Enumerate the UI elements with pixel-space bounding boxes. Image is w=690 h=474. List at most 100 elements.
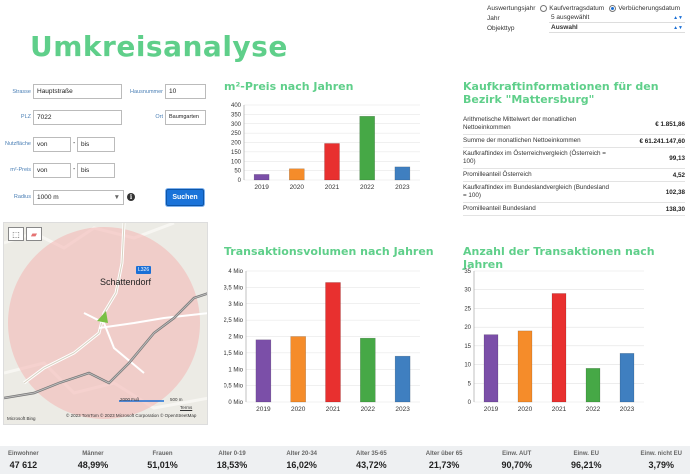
volume-bar-chart: 0 Mio 0,5 Mio 1 Mio 1,5 Mio 2 Mio 2,5 Mio 3 Mi… [224, 269, 420, 413]
bar-2022[interactable] [585, 368, 601, 403]
stat-label: Einw. EU [573, 450, 599, 457]
price-label: m²-Preis [10, 167, 31, 173]
stat-label: Einw. nicht EU [640, 450, 682, 457]
stat-value: 21,73% [428, 459, 460, 470]
zip-input[interactable]: 7022 [33, 110, 122, 125]
area-dash: - [73, 140, 76, 147]
bar-2021[interactable] [551, 293, 567, 403]
price-from-input[interactable]: von [33, 163, 71, 178]
bar-2020[interactable] [289, 168, 305, 181]
object-label: Objekttyp [487, 24, 515, 32]
price-to-input[interactable]: bis [77, 163, 115, 178]
kaufkraft-value: 4,52 [672, 171, 685, 179]
bar-2021[interactable] [324, 143, 340, 181]
stat-value: 47 612 [9, 459, 38, 470]
kaufkraft-label: Promilleanteil Österreich [463, 171, 532, 178]
y-tick-label: 20 [464, 325, 471, 331]
map-logo: Microsoft Bing [7, 416, 36, 421]
map-place-name: Schattendorf [100, 277, 152, 287]
y-tick-label: 15 [464, 344, 471, 350]
top-controls: Auswertungsjahr Kaufvertragsdatum Verbüc… [487, 3, 685, 33]
x-tick-label: 2019 [256, 406, 271, 413]
bar-2020[interactable] [517, 330, 533, 403]
stat-value: 96,21% [570, 459, 602, 470]
count-bar-chart: 0 5 10 15 20 25 30 35 2019 2020 2021 2022 2023 [464, 269, 644, 413]
y-tick-label: 1,5 Mio [224, 351, 244, 357]
x-tick-label: 2020 [518, 406, 533, 413]
x-tick-label: 2020 [291, 406, 306, 413]
radio-circle-icon [540, 4, 548, 12]
city-input[interactable]: Baumgarten [165, 110, 206, 125]
y-tick-label: 0 [238, 178, 242, 184]
stat-item: Alter 0-19 18,53% [217, 446, 248, 474]
stat-label: Einw. AUT [502, 450, 532, 457]
y-tick-label: 200 [231, 141, 242, 147]
year-row: Jahr 5 ausgewählt ▲▼ [487, 13, 685, 23]
bar-2020[interactable] [290, 336, 306, 403]
stat-item: Einwohner 47 612 [8, 446, 39, 474]
search-button[interactable]: Suchen [166, 189, 204, 206]
volume-chart-title: Transaktionsvolumen nach Jahren [224, 245, 434, 258]
housenumber-label: Hausnummer [129, 89, 163, 95]
area-to-input[interactable]: bis [77, 137, 115, 152]
y-tick-label: 250 [231, 131, 242, 137]
y-tick-label: 0 [468, 400, 472, 406]
y-tick-label: 0 Mio [228, 400, 243, 406]
map-canvas [4, 223, 207, 424]
year-select[interactable]: 5 ausgewählt ▲▼ [549, 14, 685, 23]
x-tick-label: 2021 [325, 184, 340, 191]
bar-2023[interactable] [394, 166, 411, 181]
kaufkraft-label: Kaufkraftindex im Bundeslandvergleich (B… [463, 184, 609, 199]
bar-2023[interactable] [394, 355, 411, 403]
y-tick-label: 1 Mio [228, 367, 243, 373]
kaufkraft-value: 138,30 [665, 205, 685, 213]
y-tick-label: 400 [231, 103, 242, 109]
stat-value: 51,01% [147, 459, 178, 470]
bar-2019[interactable] [483, 334, 499, 403]
kaufkraft-row: Summe der monatlichen Nettoeinkommen € 61… [463, 135, 685, 148]
map-terms-link[interactable]: Terms [180, 405, 193, 410]
housenumber-input[interactable]: 10 [165, 84, 206, 99]
stat-label: Alter 35-65 [356, 450, 387, 457]
y-tick-label: 10 [464, 363, 471, 369]
year-basis-label: Auswertungsjahr [487, 4, 536, 12]
stats-bar: Einwohner 47 612 Männer 48,99% Frauen 51,01% A… [0, 446, 690, 474]
chevron-down-icon: ▼ [113, 194, 120, 201]
bar-2022[interactable] [359, 116, 375, 181]
map-scale-ft: 2000 Fuß [120, 397, 140, 402]
kaufkraft-row: Promilleanteil Bundesland 138,30 [463, 203, 685, 216]
y-tick-label: 2,5 Mio [224, 318, 244, 324]
select-area-icon[interactable]: ⬚ [8, 227, 24, 241]
stat-label: Einwohner [8, 450, 39, 457]
x-tick-label: 2020 [290, 184, 305, 191]
kaufkraft-row: Promilleanteil Österreich 4,52 [463, 169, 685, 182]
bar-2021[interactable] [325, 282, 341, 403]
street-input[interactable]: Hauptstraße [33, 84, 122, 99]
radio-contract-date[interactable]: Kaufvertragsdatum [540, 4, 604, 12]
stat-label: Alter 0-19 [218, 450, 246, 457]
y-tick-label: 30 [464, 288, 471, 294]
stat-label: Alter über 65 [425, 450, 463, 457]
area-from-input[interactable]: von [33, 137, 71, 152]
x-tick-label: 2022 [586, 406, 601, 413]
y-tick-label: 35 [464, 269, 471, 275]
info-icon[interactable]: i [127, 193, 135, 201]
bar-2019[interactable] [253, 174, 270, 181]
stat-value: 3,79% [648, 459, 675, 470]
x-tick-label: 2023 [395, 406, 410, 413]
object-select[interactable]: Auswahl ▲▼ [549, 24, 685, 33]
map-view[interactable]: ⬚ ▰ L326 Schattendorf 2000 Fuß 500 m Ter… [3, 222, 208, 425]
price-chart-title: m²-Preis nach Jahren [224, 80, 354, 93]
y-tick-label: 150 [231, 150, 242, 156]
radio-registration-date[interactable]: Verbücherungsdatum [609, 4, 680, 12]
bar-2023[interactable] [619, 353, 635, 403]
kaufkraft-value: 102,38 [665, 188, 685, 196]
stat-item: Frauen 51,01% [147, 446, 178, 474]
bar-2019[interactable] [255, 339, 272, 403]
stat-label: Männer [82, 450, 104, 457]
radius-select[interactable]: 1000 m ▼ [33, 190, 124, 205]
x-tick-label: 2021 [552, 406, 567, 413]
bar-2022[interactable] [360, 337, 376, 403]
eraser-icon[interactable]: ▰ [26, 227, 42, 241]
stat-label: Alter 20-34 [286, 450, 318, 457]
